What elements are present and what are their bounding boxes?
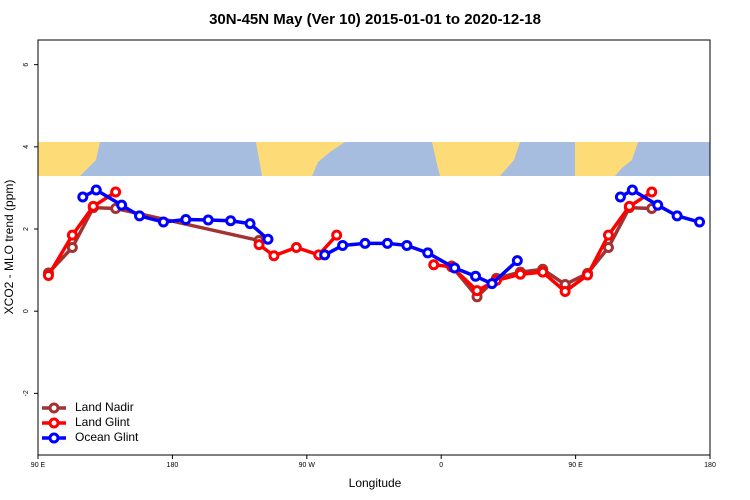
x-tick-label: 0	[439, 462, 443, 469]
legend-marker	[48, 402, 60, 414]
point	[359, 237, 371, 249]
point	[614, 191, 626, 203]
point	[77, 191, 89, 203]
point	[66, 229, 78, 241]
land	[256, 142, 345, 176]
y-tick-label: 6	[23, 63, 30, 67]
point	[602, 229, 614, 241]
point	[449, 262, 461, 274]
legend-label: Land Nadir	[75, 400, 134, 414]
plot-frame	[37, 39, 711, 456]
series-line	[81, 187, 270, 241]
point	[225, 215, 237, 227]
point	[652, 199, 664, 211]
x-tick-label: 90 W	[299, 462, 316, 469]
point	[42, 269, 54, 281]
point	[559, 285, 571, 297]
y-tick-label: 0	[23, 309, 30, 313]
point	[623, 200, 635, 212]
series-line	[323, 241, 519, 286]
x-tick-label: 180	[704, 462, 716, 469]
legend-label: Land Glint	[75, 415, 130, 429]
point	[582, 269, 594, 281]
point	[511, 255, 523, 267]
point	[202, 214, 214, 226]
point	[244, 218, 256, 230]
point	[428, 259, 440, 271]
land	[432, 142, 520, 176]
series-line	[450, 205, 652, 300]
point	[319, 249, 331, 261]
point	[537, 266, 549, 278]
legend-label: Ocean Glint	[75, 430, 139, 444]
point	[602, 242, 614, 253]
point	[290, 242, 302, 253]
point	[110, 186, 122, 198]
x-tick-label: 90 E	[568, 462, 583, 469]
point	[422, 247, 434, 259]
series-line	[46, 190, 117, 277]
point	[671, 210, 683, 222]
point	[262, 233, 274, 245]
point	[66, 242, 78, 253]
y-tick-label: 4	[23, 145, 30, 149]
point	[90, 184, 102, 196]
point	[337, 239, 349, 251]
point	[471, 285, 483, 297]
land	[575, 142, 638, 176]
point	[268, 250, 280, 262]
point	[381, 237, 393, 249]
point	[116, 199, 128, 211]
point	[331, 229, 343, 241]
chart-title: 30N-45N May (Ver 10) 2015-01-01 to 2020-…	[209, 11, 541, 28]
x-axis-label: Longitude	[349, 476, 402, 490]
point	[134, 210, 146, 222]
x-tick-label: 180	[167, 462, 179, 469]
point	[470, 270, 482, 282]
point	[401, 239, 413, 251]
point	[253, 239, 265, 251]
point	[694, 216, 706, 228]
point	[626, 184, 638, 196]
point	[646, 186, 658, 198]
legend-marker	[48, 417, 60, 429]
point	[157, 216, 169, 228]
y-axis-label: XCO2 - MLO trend (ppm)	[2, 180, 16, 315]
y-tick-label: -2	[23, 390, 30, 396]
legend-marker	[48, 432, 60, 444]
x-tick-label: 90 E	[31, 462, 46, 469]
land	[38, 142, 100, 176]
point	[87, 200, 99, 212]
y-tick-label: 2	[23, 227, 30, 231]
point	[486, 278, 498, 290]
point	[514, 268, 526, 280]
point	[180, 214, 192, 226]
